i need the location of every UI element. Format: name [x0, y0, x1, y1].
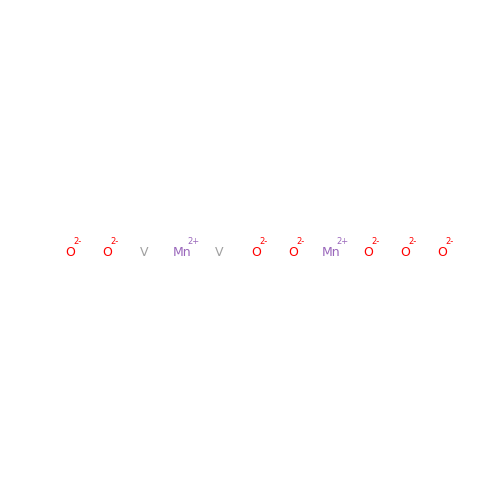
Text: V: V — [215, 246, 224, 259]
Text: O: O — [400, 246, 410, 259]
Text: 2+: 2+ — [188, 237, 200, 246]
Text: 2-: 2- — [110, 237, 119, 246]
Text: O: O — [66, 246, 75, 259]
Text: O: O — [438, 246, 447, 259]
Text: O: O — [102, 246, 113, 259]
Text: O: O — [252, 246, 261, 259]
Text: 2+: 2+ — [336, 237, 348, 246]
Text: 2-: 2- — [371, 237, 379, 246]
Text: Mn: Mn — [172, 246, 191, 259]
Text: 2-: 2- — [446, 237, 454, 246]
Text: V: V — [140, 246, 149, 259]
Text: 2-: 2- — [408, 237, 416, 246]
Text: 2-: 2- — [74, 237, 82, 246]
Text: 2-: 2- — [296, 237, 305, 246]
Text: Mn: Mn — [322, 246, 340, 259]
Text: 2-: 2- — [260, 237, 268, 246]
Text: O: O — [288, 246, 298, 259]
Text: O: O — [363, 246, 373, 259]
